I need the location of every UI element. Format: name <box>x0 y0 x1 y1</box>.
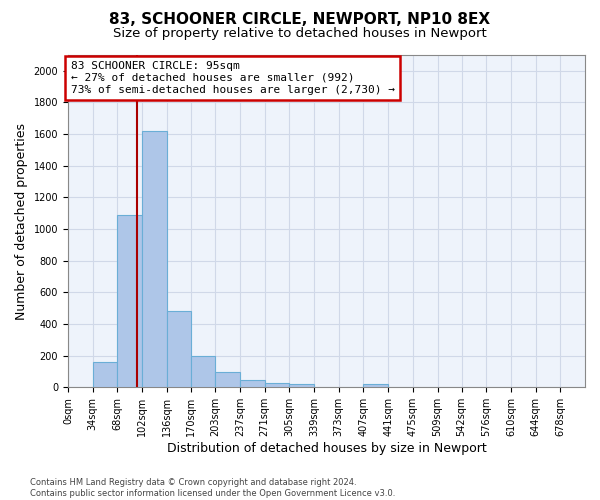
Bar <box>92 362 117 388</box>
Y-axis label: Number of detached properties: Number of detached properties <box>15 122 28 320</box>
Bar <box>240 380 265 388</box>
Bar <box>117 215 142 388</box>
Text: Size of property relative to detached houses in Newport: Size of property relative to detached ho… <box>113 28 487 40</box>
Bar <box>364 384 388 388</box>
Bar <box>142 131 167 388</box>
Bar <box>289 384 314 388</box>
Text: 83, SCHOONER CIRCLE, NEWPORT, NP10 8EX: 83, SCHOONER CIRCLE, NEWPORT, NP10 8EX <box>109 12 491 28</box>
Text: Contains HM Land Registry data © Crown copyright and database right 2024.
Contai: Contains HM Land Registry data © Crown c… <box>30 478 395 498</box>
Bar <box>265 384 289 388</box>
Bar <box>215 372 240 388</box>
X-axis label: Distribution of detached houses by size in Newport: Distribution of detached houses by size … <box>167 442 487 455</box>
Text: 83 SCHOONER CIRCLE: 95sqm
← 27% of detached houses are smaller (992)
73% of semi: 83 SCHOONER CIRCLE: 95sqm ← 27% of detac… <box>71 62 395 94</box>
Bar <box>167 312 191 388</box>
Bar <box>191 356 215 388</box>
